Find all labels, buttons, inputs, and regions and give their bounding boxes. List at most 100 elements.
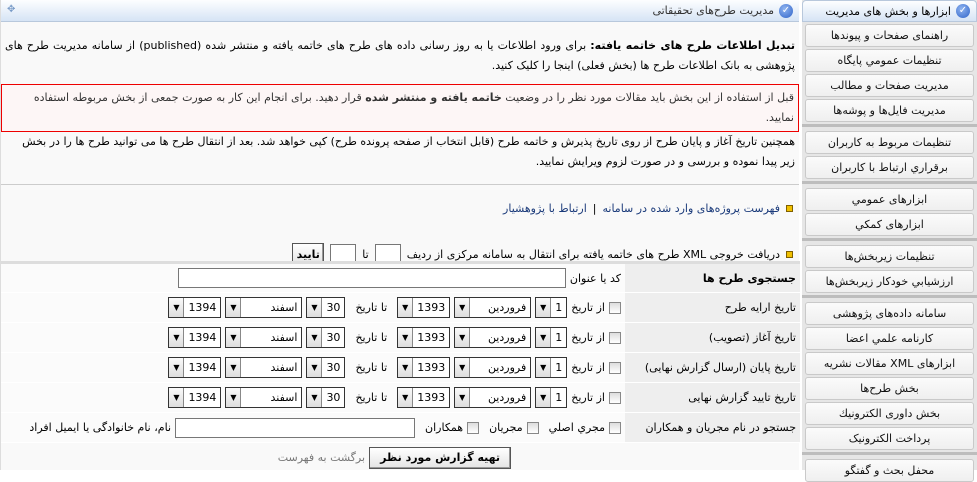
dropdown-arrow-icon[interactable]: ▼ [169,328,185,347]
to-day-select[interactable]: 30 ▼ [306,297,346,318]
dropdown-arrow-icon[interactable]: ▼ [226,358,242,377]
to-day-select[interactable]: 30 ▼ [306,357,346,378]
intro-body: برای ورود اطلاعات یا به روز رسانی داده ه… [5,39,795,72]
sidebar-item[interactable]: تنظیمات عمومي پایگاه [805,49,974,72]
to-day-select[interactable]: 30 ▼ [306,387,346,408]
back-to-list-link[interactable]: برگشت به فهرست [277,451,366,464]
from-month-select[interactable]: فروردین ▼ [454,387,532,408]
dropdown-arrow-icon[interactable]: ▼ [398,328,414,347]
dropdown-arrow-icon[interactable]: ▼ [307,388,323,407]
sidebar-item[interactable]: سامانه داده‌های پژوهشی [805,302,974,325]
date-filter-checkbox[interactable] [609,301,621,314]
from-day-select[interactable]: 1 ▼ [535,327,568,348]
dropdown-arrow-icon[interactable]: ▼ [455,298,471,317]
main-panel: ✓ مدیریت طرح‌های تحقیقاتی ✥ تبدیل اطلاعا… [0,0,800,473]
sidebar-item[interactable]: ابزارهای عمومي [805,188,974,211]
from-month-select[interactable]: فروردین ▼ [454,297,532,318]
dropdown-arrow-icon[interactable]: ▼ [398,388,414,407]
from-year-select[interactable]: 1393 ▼ [397,297,451,318]
sidebar-item[interactable]: کارنامه علمي اعضا [805,327,974,350]
dropdown-arrow-icon[interactable]: ▼ [226,388,242,407]
select-value: 30 [326,391,341,404]
sidebar-item[interactable]: راهنمای صفحات و پیوندها [805,24,974,47]
from-day-select[interactable]: 1 ▼ [535,297,568,318]
from-year-select[interactable]: 1393 ▼ [397,357,451,378]
xml-from-row-input[interactable] [374,244,401,264]
from-year-select[interactable]: 1393 ▼ [397,387,451,408]
dropdown-arrow-icon[interactable]: ▼ [169,358,185,377]
sidebar-item[interactable]: تنظیمات مربوط به کاربران [805,131,974,154]
select-value: 1394 [188,391,217,404]
dropdown-arrow-icon[interactable]: ▼ [398,358,414,377]
select-value: اسفند [270,301,298,314]
note-text: همچنین تاریخ آغاز و پایان طرح از روی تار… [22,135,795,168]
date-filter-label: تاریخ تایید گزارش نهایی [625,382,800,413]
dropdown-arrow-icon[interactable]: ▼ [398,298,414,317]
sidebar-item[interactable]: تنظیمات زیربخش‌ها [805,245,974,268]
sidebar-item[interactable]: محفل بحث و گفتگو [805,459,974,482]
dropdown-arrow-icon[interactable]: ▼ [226,298,242,317]
sidebar-item[interactable]: مدیریت صفحات و مطالب [805,74,974,97]
dropdown-arrow-icon[interactable]: ▼ [536,388,552,407]
from-date-label: از تاریخ [571,301,605,314]
role-checkbox[interactable] [609,421,621,434]
dropdown-arrow-icon[interactable]: ▼ [307,358,323,377]
from-day-select[interactable]: 1 ▼ [535,357,568,378]
sidebar-item[interactable]: ابزارهای کمکي [805,213,974,236]
check-circle-icon: ✓ [779,3,793,18]
to-month-select[interactable]: اسفند ▼ [225,327,303,348]
select-value: اسفند [270,391,298,404]
to-year-select[interactable]: 1394 ▼ [168,297,222,318]
intro-text[interactable]: تبدیل اطلاعات طرح های خاتمه یافته: برای … [1,22,799,76]
dropdown-arrow-icon[interactable]: ▼ [536,328,552,347]
pin-icon[interactable]: ✥ [7,4,16,15]
role-checkbox[interactable] [467,421,480,434]
sidebar-item[interactable]: ابزارهای XML مقالات نشریه [805,352,974,375]
sidebar-item[interactable]: بخش طرح‌ها [805,377,974,400]
select-value: 30 [326,361,341,374]
dropdown-arrow-icon[interactable]: ▼ [536,358,552,377]
date-filter-row: تاریخ آغاز (تصویب) از تاریخ 1 ▼ فروردین ▼ 1393… [1,322,800,353]
to-month-select[interactable]: اسفند ▼ [225,357,303,378]
dropdown-arrow-icon[interactable]: ▼ [307,298,323,317]
role-label: مجري اصلي [548,421,605,434]
sidebar-item[interactable]: پرداخت الکترونیک [805,427,974,450]
dropdown-arrow-icon[interactable]: ▼ [455,328,471,347]
to-year-select[interactable]: 1394 ▼ [168,327,222,348]
people-name-input[interactable] [175,417,416,438]
code-title-input[interactable] [177,268,566,288]
dropdown-arrow-icon[interactable]: ▼ [307,328,323,347]
dropdown-arrow-icon[interactable]: ▼ [169,388,185,407]
date-filter-checkbox[interactable] [609,331,621,344]
from-month-select[interactable]: فروردین ▼ [454,327,532,348]
dropdown-arrow-icon[interactable]: ▼ [455,358,471,377]
date-filter-checkbox[interactable] [609,391,621,404]
from-day-select[interactable]: 1 ▼ [535,387,568,408]
dropdown-arrow-icon[interactable]: ▼ [455,388,471,407]
dropdown-arrow-icon[interactable]: ▼ [536,298,552,317]
sidebar-item[interactable]: برقراري ارتباط با کاربران [805,156,974,179]
to-year-select[interactable]: 1394 ▼ [168,357,222,378]
select-value: 1393 [417,301,446,314]
role-checkbox[interactable] [526,421,539,434]
from-month-select[interactable]: فروردین ▼ [454,357,532,378]
project-list-link[interactable]: فهرست پروژه‌های وارد شده در سامانه [602,201,781,215]
to-month-select[interactable]: اسفند ▼ [225,297,303,318]
date-filter-checkbox[interactable] [609,361,621,374]
to-day-select[interactable]: 30 ▼ [306,327,346,348]
sidebar-item[interactable]: ارزشیابي خودکار زیربخش‌ها [805,270,974,293]
to-year-select[interactable]: 1394 ▼ [168,387,222,408]
contact-link[interactable]: ارتباط با پژوهشیار [503,201,587,215]
select-value: 30 [326,301,341,314]
sidebar-header: ✓ ابزارها و بخش های مدیریت [802,0,977,22]
to-date-label: تا تاریخ [355,391,388,404]
generate-report-button[interactable]: تهیه گزارش مورد نظر [369,446,511,469]
sidebar-item[interactable]: مدیریت فایل‌ها و پوشه‌ها [805,99,974,122]
xml-to-row-input[interactable] [330,244,357,264]
dropdown-arrow-icon[interactable]: ▼ [169,298,185,317]
dropdown-arrow-icon[interactable]: ▼ [226,328,242,347]
to-month-select[interactable]: اسفند ▼ [225,387,303,408]
warning-text: قبل از استفاده از این بخش باید مقالات مو… [501,91,794,104]
sidebar-item[interactable]: بخش داوری الکترونیك [805,402,974,425]
from-year-select[interactable]: 1393 ▼ [397,327,451,348]
